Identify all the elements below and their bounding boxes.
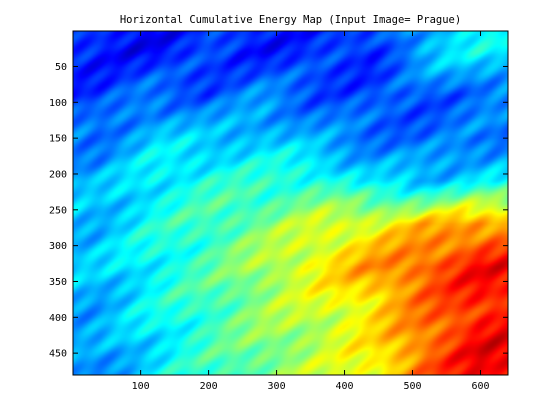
plot-area: 100 200 300 400 500 600 50 100 150 200 250 300 350 4… — [49, 30, 509, 392]
chart-title: Horizontal Cumulative Energy Map (Input … — [120, 14, 461, 26]
y-tick-label: 300 — [49, 241, 67, 252]
x-tick-label: 300 — [268, 381, 286, 392]
x-tick-label: 500 — [403, 381, 421, 392]
x-axis-ticks: 100 200 300 400 500 600 — [132, 31, 490, 392]
y-tick-label: 250 — [49, 205, 67, 216]
y-tick-label: 100 — [49, 98, 67, 109]
y-tick-label: 350 — [49, 277, 67, 288]
axes-frame — [72, 30, 509, 376]
y-tick-label: 450 — [49, 349, 67, 360]
y-tick-label: 50 — [55, 62, 67, 73]
y-tick-label: 200 — [49, 169, 67, 180]
y-axis-ticks: 50 100 150 200 250 300 350 400 450 — [49, 62, 508, 360]
y-tick-label: 150 — [49, 134, 67, 145]
y-tick-label: 400 — [49, 313, 67, 324]
x-tick-label: 200 — [200, 381, 218, 392]
heatmap-image — [73, 31, 508, 375]
x-tick-label: 600 — [471, 381, 489, 392]
x-tick-label: 100 — [132, 381, 150, 392]
x-tick-label: 400 — [336, 381, 354, 392]
